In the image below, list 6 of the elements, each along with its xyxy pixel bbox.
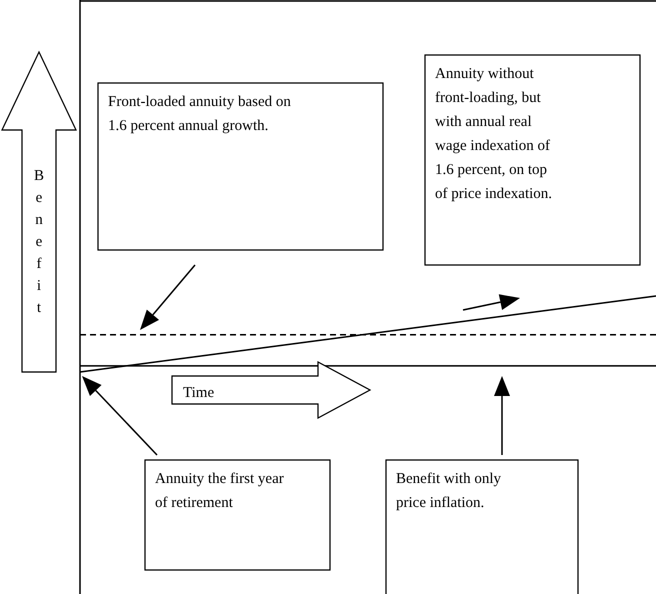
text: Front-loaded annuity based on 1.6 percent annual growth. [108, 94, 292, 134]
text: Annuity without front-loading, but with annual real wage indexation of 1.6 percent, on top of price indexation. [435, 66, 552, 202]
text: Annuity the first year of retirement [155, 471, 284, 511]
x-axis-title: Time [183, 385, 214, 401]
text: Benefit with only price inflation. [396, 471, 502, 511]
y-axis-title: Benefit [34, 168, 44, 316]
